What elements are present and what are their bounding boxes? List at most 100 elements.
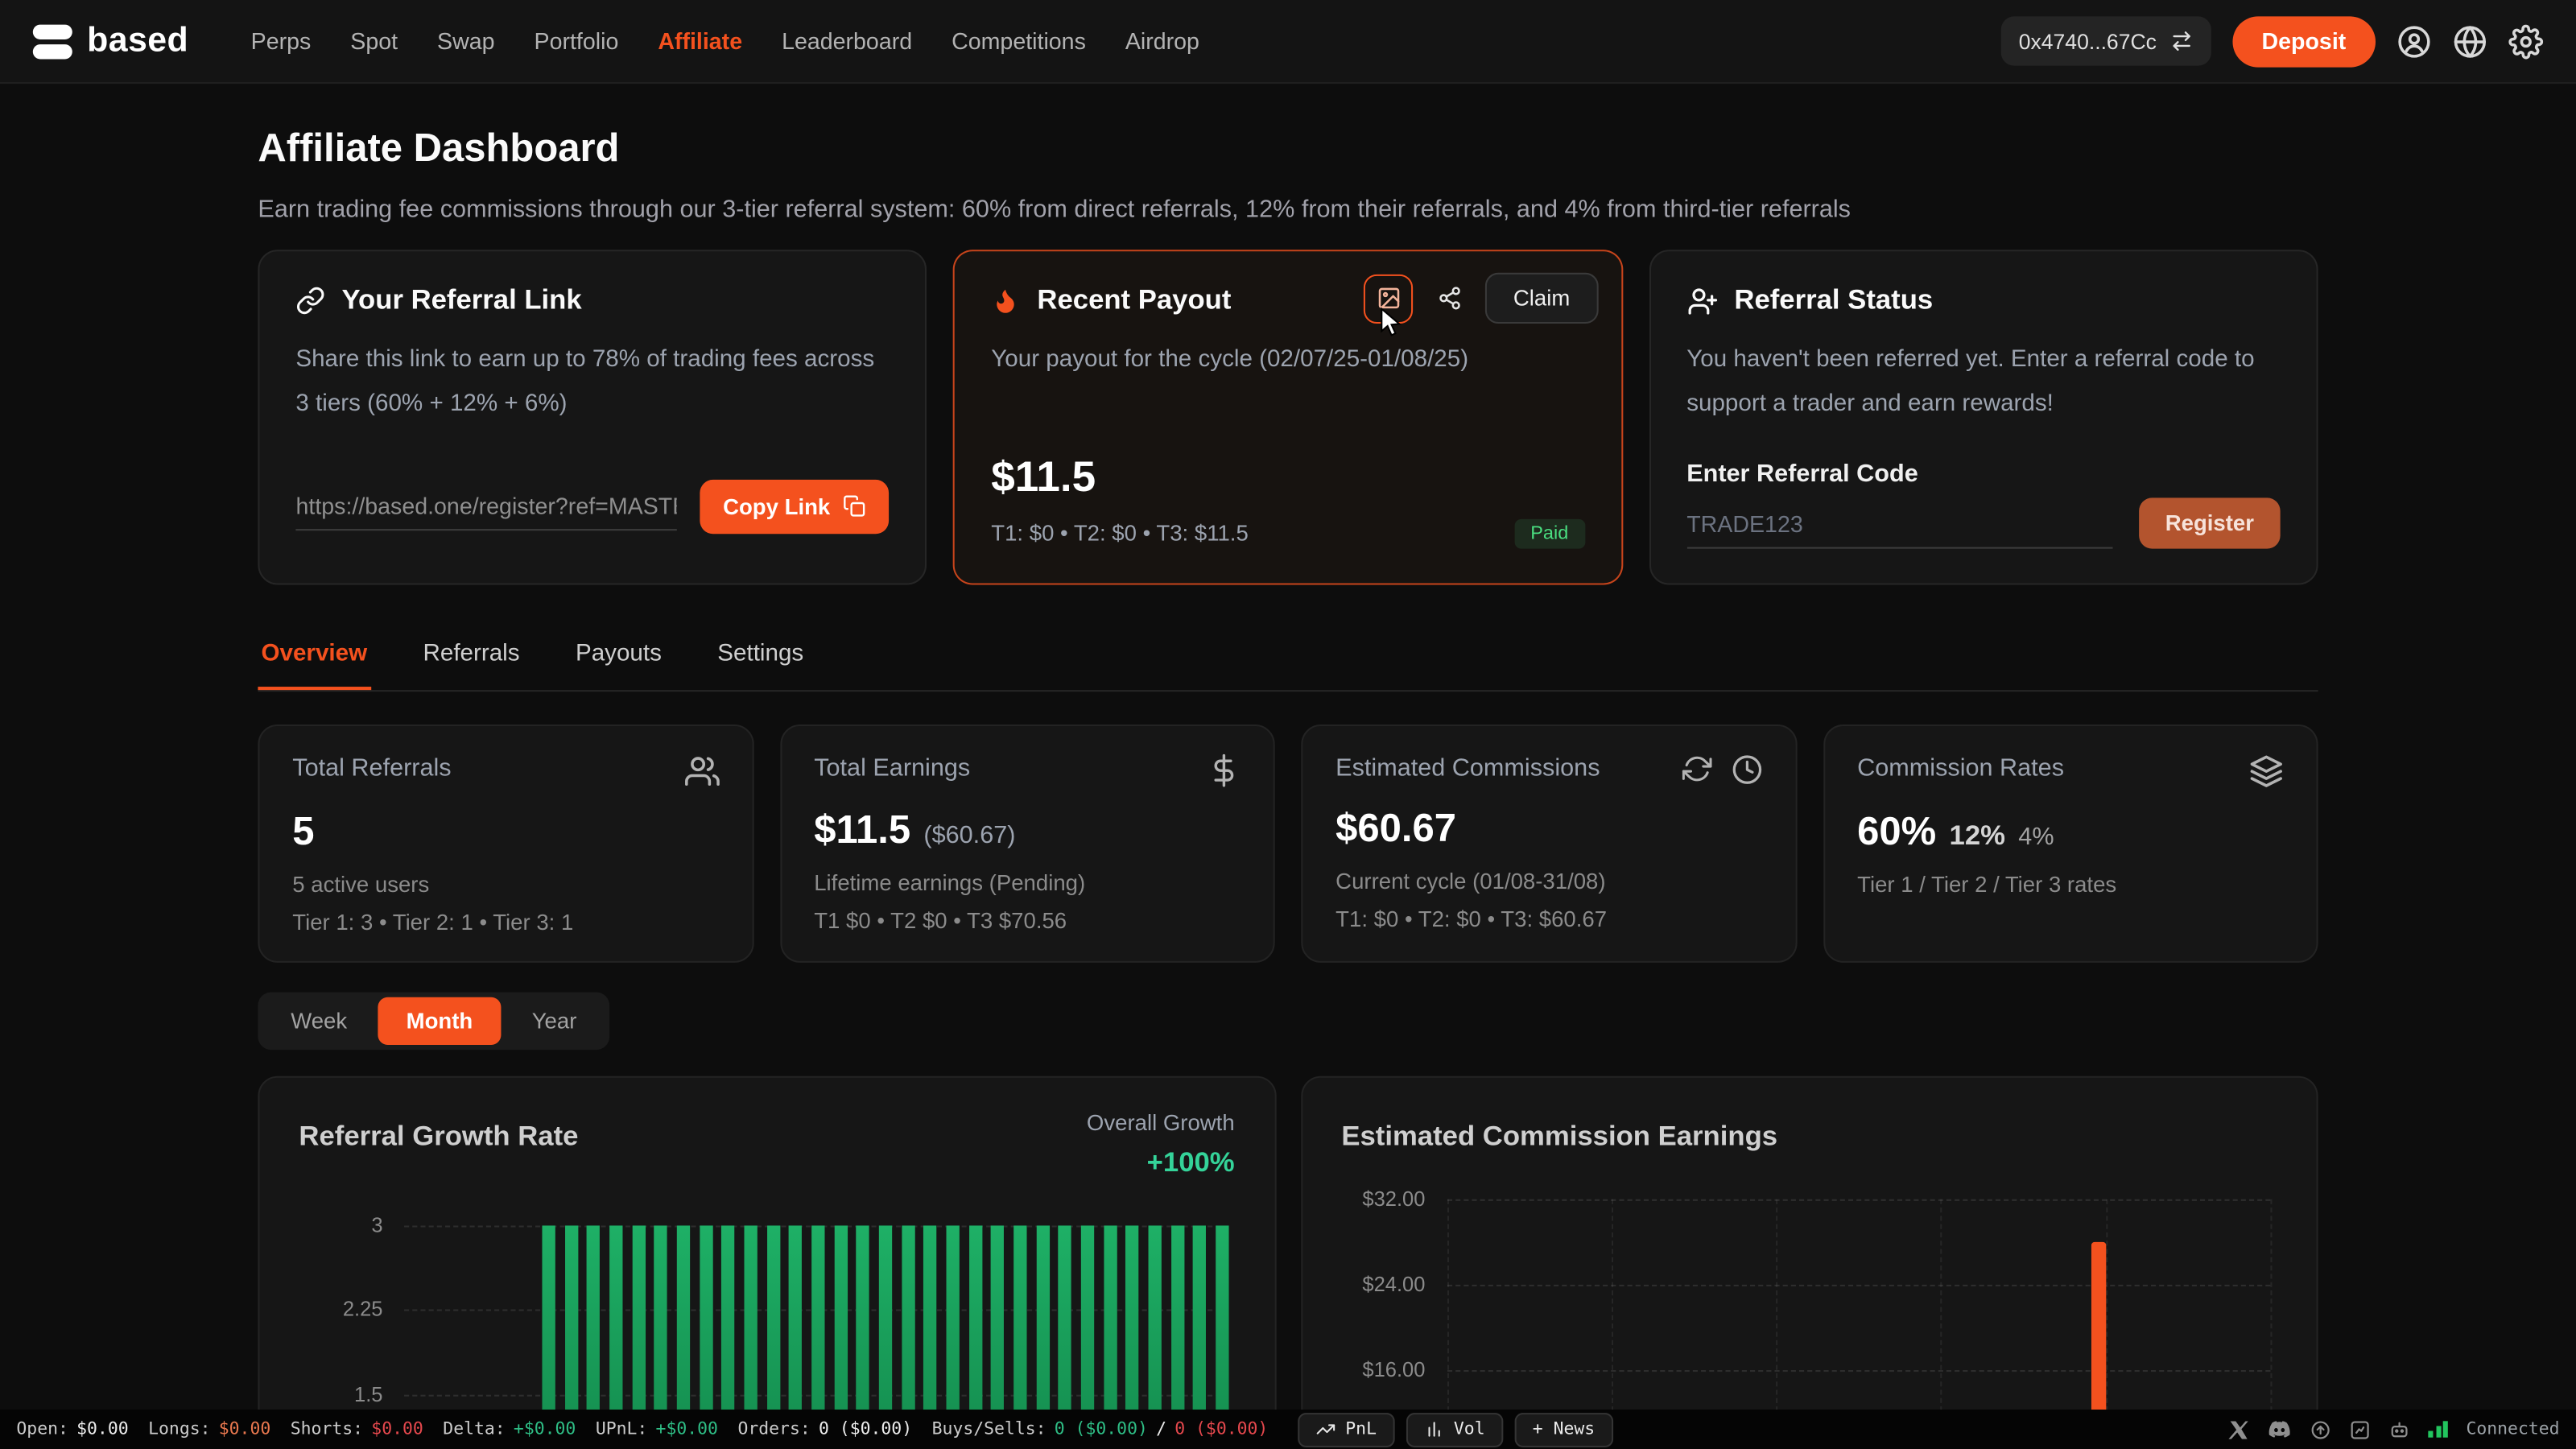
nav-right-cluster: 0x4740...67Cc Deposit xyxy=(2000,15,2543,66)
stat-card-commission-rates: Commission Rates 60% 12% 4% Tier 1 / Tie… xyxy=(1823,724,2318,963)
payout-actions: Claim xyxy=(1364,273,1598,324)
bottom-status-bar: Open:$0.00 Longs:$0.00 Shorts:$0.00 Delt… xyxy=(0,1410,2576,1449)
referral-growth-chart-card: Referral Growth Rate Overall Growth +100… xyxy=(258,1076,1275,1449)
paid-status-badge: Paid xyxy=(1514,519,1585,549)
page-subtitle: Earn trading fee commissions through our… xyxy=(258,196,2318,224)
settings-gear-icon[interactable] xyxy=(2508,24,2543,59)
period-month-button[interactable]: Month xyxy=(378,997,501,1045)
referral-link-input[interactable] xyxy=(295,482,677,530)
account-icon[interactable] xyxy=(2397,24,2432,59)
stat-line1: 5 active users xyxy=(292,873,719,898)
commission-earnings-chart-card: Estimated Commission Earnings $32.00 $24… xyxy=(1300,1076,2318,1449)
tab-overview[interactable]: Overview xyxy=(258,625,370,691)
recent-payout-card: Recent Payout Claim Your payout for the … xyxy=(953,250,1622,584)
y-axis-tick: 1.5 xyxy=(354,1383,382,1406)
register-button[interactable]: Register xyxy=(2139,497,2281,548)
stat-line1: Tier 1 / Tier 2 / Tier 3 rates xyxy=(1857,873,2284,898)
payout-amount: $11.5 xyxy=(991,452,1584,502)
brand-logo[interactable]: based xyxy=(33,22,188,61)
x-icon[interactable] xyxy=(2228,1418,2250,1440)
bot-icon[interactable] xyxy=(2389,1418,2411,1440)
tier1-rate: 60% xyxy=(1857,810,1936,856)
wallet-address-chip[interactable]: 0x4740...67Cc xyxy=(2000,16,2211,65)
status-bar-right: Connected xyxy=(2228,1418,2560,1440)
refresh-icon[interactable] xyxy=(1682,754,1711,786)
chart-icon[interactable] xyxy=(2350,1418,2372,1440)
shorts-stat: Shorts:$0.00 xyxy=(291,1419,423,1439)
claim-button[interactable]: Claim xyxy=(1485,273,1598,324)
overall-growth-label: Overall Growth xyxy=(1087,1111,1235,1136)
overall-growth-value: +100% xyxy=(1087,1146,1235,1179)
referral-link-card: Your Referral Link Share this link to ea… xyxy=(258,250,927,584)
payout-cycle-text: Your payout for the cycle (02/07/25-01/0… xyxy=(991,338,1584,382)
pnl-toggle-button[interactable]: PnL xyxy=(1298,1412,1394,1447)
referral-status-description: You haven't been referred yet. Enter a r… xyxy=(1686,338,2280,426)
nav-item-leaderboard[interactable]: Leaderboard xyxy=(762,14,932,67)
trending-up-icon xyxy=(1316,1419,1335,1439)
tab-bar: Overview Referrals Payouts Settings xyxy=(258,625,2318,692)
copy-link-button[interactable]: Copy Link xyxy=(700,479,890,533)
stat-value: $11.5 ($60.67) xyxy=(814,808,1241,854)
status-icon[interactable] xyxy=(2310,1418,2332,1440)
stat-line2: T1 $0 • T2 $0 • T3 $70.56 xyxy=(814,909,1241,934)
signal-icon xyxy=(2429,1421,2448,1437)
period-week-button[interactable]: Week xyxy=(263,997,375,1045)
commission-rates-values: 60% 12% 4% xyxy=(1857,810,2284,856)
nav-item-perps[interactable]: Perps xyxy=(231,14,331,67)
period-year-button[interactable]: Year xyxy=(504,997,605,1045)
referral-link-row: Copy Link xyxy=(295,479,889,533)
based-logo-icon xyxy=(33,22,72,61)
buys-sells-stat: Buys/Sells: 0 ($0.00) / 0 ($0.00) xyxy=(932,1419,1269,1439)
layers-icon xyxy=(2249,754,2284,789)
page-title: Affiliate Dashboard xyxy=(258,126,2318,172)
connection-status: Connected xyxy=(2466,1419,2559,1439)
stats-row: Total Referrals 5 5 active users Tier 1:… xyxy=(258,724,2318,963)
clock-icon[interactable] xyxy=(1731,754,1762,786)
stat-line2: Tier 1: 3 • Tier 2: 1 • Tier 3: 1 xyxy=(292,910,719,935)
top-cards-row: Your Referral Link Share this link to ea… xyxy=(258,250,2318,584)
y-axis-tick: 3 xyxy=(371,1214,382,1237)
deposit-button[interactable]: Deposit xyxy=(2232,15,2376,66)
growth-chart-title: Referral Growth Rate xyxy=(299,1121,578,1154)
news-toggle-button[interactable]: + News xyxy=(1514,1412,1612,1447)
discord-icon[interactable] xyxy=(2268,1419,2293,1439)
recent-payout-card-title: Recent Payout xyxy=(1037,284,1231,317)
orders-stat: Orders:0 ($0.00) xyxy=(737,1419,912,1439)
open-positions-stat: Open:$0.00 xyxy=(16,1419,128,1439)
nav-item-competitions[interactable]: Competitions xyxy=(932,14,1106,67)
tab-referrals[interactable]: Referrals xyxy=(419,625,522,691)
share-icon[interactable] xyxy=(1426,275,1472,321)
period-selector: Week Month Year xyxy=(258,993,609,1050)
delta-stat: Delta:+$0.00 xyxy=(443,1419,576,1439)
stat-title: Total Referrals xyxy=(292,754,451,782)
nav-item-spot[interactable]: Spot xyxy=(331,14,418,67)
stat-card-estimated-commissions: Estimated Commissions $60.67 Current cyc… xyxy=(1301,724,1796,963)
app-root: based Perps Spot Swap Portfolio Affiliat… xyxy=(0,0,2576,1449)
wallet-address: 0x4740...67Cc xyxy=(2019,29,2157,54)
payout-tier-breakdown: T1: $0 • T2: $0 • T3: $11.5 xyxy=(991,522,1249,547)
referral-code-input[interactable] xyxy=(1686,501,2112,548)
copy-icon xyxy=(844,495,867,518)
referral-link-card-header: Your Referral Link xyxy=(295,284,889,317)
nav-item-swap[interactable]: Swap xyxy=(418,14,514,67)
main-content: Affiliate Dashboard Earn trading fee com… xyxy=(258,126,2318,1449)
referral-code-label: Enter Referral Code xyxy=(1686,460,2280,488)
nav-item-affiliate[interactable]: Affiliate xyxy=(638,14,762,67)
tab-payouts[interactable]: Payouts xyxy=(572,625,665,691)
referral-status-card: Referral Status You haven't been referre… xyxy=(1649,250,2318,584)
main-nav: Perps Spot Swap Portfolio Affiliate Lead… xyxy=(231,14,1219,67)
top-nav: based Perps Spot Swap Portfolio Affiliat… xyxy=(0,0,2576,84)
y-axis-tick: 2.25 xyxy=(343,1298,383,1321)
image-icon[interactable] xyxy=(1364,274,1413,323)
stat-title: Total Earnings xyxy=(814,754,970,782)
tab-settings[interactable]: Settings xyxy=(714,625,807,691)
dollar-icon xyxy=(1208,754,1241,787)
nav-item-airdrop[interactable]: Airdrop xyxy=(1105,14,1219,67)
referral-link-card-title: Your Referral Link xyxy=(341,284,581,317)
globe-icon[interactable] xyxy=(2453,24,2487,59)
vol-toggle-button[interactable]: Vol xyxy=(1406,1412,1503,1447)
nav-item-portfolio[interactable]: Portfolio xyxy=(514,14,638,67)
stat-value: $60.67 xyxy=(1335,807,1762,852)
payout-bottom-row: T1: $0 • T2: $0 • T3: $11.5 Paid xyxy=(991,519,1584,549)
y-axis-tick: $16.00 xyxy=(1362,1359,1425,1382)
